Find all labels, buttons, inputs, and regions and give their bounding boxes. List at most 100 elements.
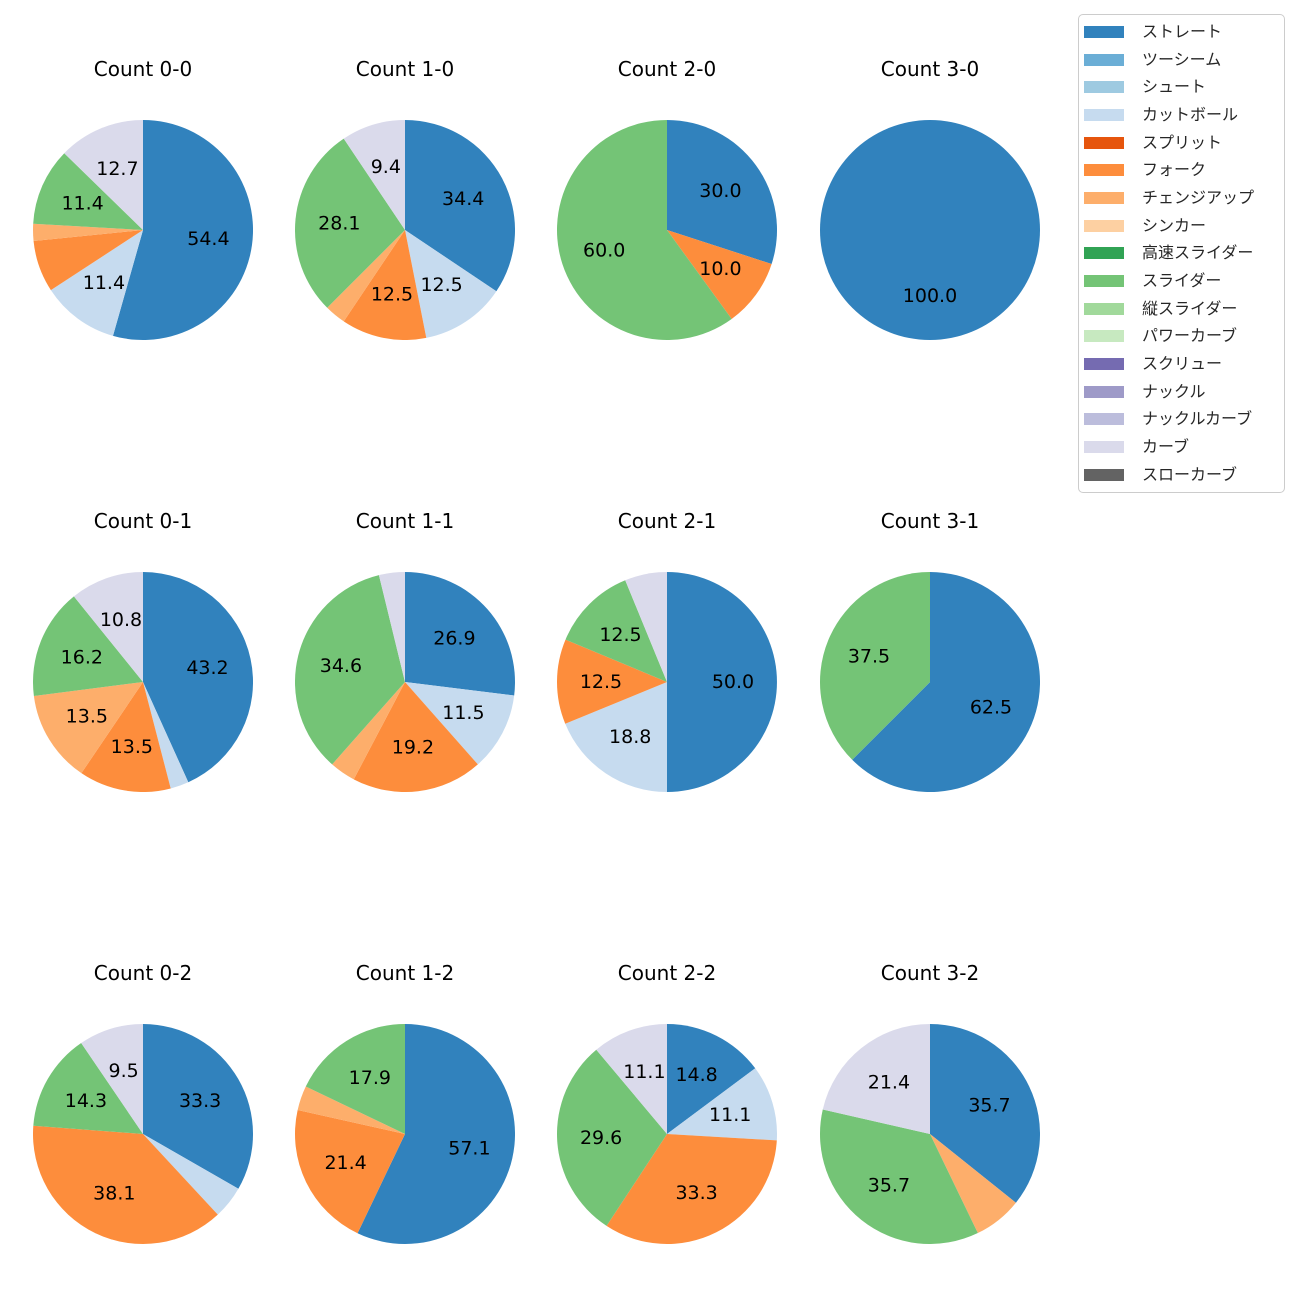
pie-slice-pct-label: 13.5 [66, 706, 108, 728]
pie-slice [852, 572, 1040, 792]
pie-slice-pct-label: 60.0 [583, 239, 625, 261]
pie-slice [667, 572, 777, 792]
legend-item-label: チェンジアップ [1142, 187, 1255, 207]
pie-title: Count 0-2 [93, 961, 193, 985]
pie-subplot: Count 2-2 14.8 11.1 33.3 29.6 11.1 [536, 959, 798, 1300]
pie-slice-pct-label: 14.3 [65, 1090, 107, 1112]
pie-slice [606, 1134, 777, 1244]
legend-item: シンカー [1084, 212, 1278, 240]
pie-slice-pct-label: 33.3 [675, 1182, 717, 1204]
pie-slice-pct-label: 38.1 [93, 1183, 135, 1205]
pie-slice [64, 120, 143, 230]
pie-slice [343, 230, 427, 340]
pie-slice [930, 1134, 1016, 1234]
legend: ストレート ツーシーム シュート カットボール スプリット フォーク チェンジア… [1078, 14, 1285, 493]
pie-slice-pct-label: 12.5 [599, 624, 641, 646]
pie-subplot: Count 2-0 30.0 10.0 60.0 [536, 55, 798, 475]
pie-slice-pct-label: 10.8 [100, 609, 142, 631]
pie-slice [33, 1125, 218, 1244]
legend-item-label: シンカー [1142, 215, 1207, 235]
pie-subplot: Count 3-1 62.5 37.5 [799, 507, 1061, 927]
pie-slice [557, 1049, 667, 1226]
pie-slice [33, 682, 143, 774]
legend-color-swatch [1084, 385, 1124, 398]
pie-slice [405, 572, 515, 696]
legend-item-label: カットボール [1142, 104, 1239, 124]
legend-color-swatch [1084, 219, 1124, 232]
legend-item-label: フォーク [1142, 160, 1207, 180]
pie-slice [81, 682, 171, 792]
pie-slice-pct-label: 34.4 [442, 188, 484, 210]
pie-subplot: Count 3-2 35.7 35.7 21.4 [799, 959, 1061, 1300]
legend-item: ストレート [1084, 18, 1278, 46]
pie-chart: 14.8 11.1 33.3 29.6 11.1 [557, 1024, 777, 1244]
pie-slice [667, 1068, 777, 1141]
pie-title: Count 0-1 [93, 509, 193, 533]
pie-title: Count 1-2 [355, 961, 455, 985]
legend-item: ナックル [1084, 378, 1278, 406]
legend-item: スクリュー [1084, 350, 1278, 378]
legend-color-swatch [1084, 191, 1124, 204]
pie-slice [343, 120, 405, 230]
legend-item-label: 縦スライダー [1142, 298, 1238, 318]
legend-item: 高速スライダー [1084, 240, 1278, 268]
pie-title: Count 1-0 [355, 57, 455, 81]
legend-color-swatch [1084, 108, 1124, 121]
pie-subplot: Count 1-1 26.9 11.5 19.2 34.6 [274, 507, 536, 927]
pie-slice-pct-label: 62.5 [970, 696, 1012, 718]
legend-color-swatch [1084, 136, 1124, 149]
pie-slice-pct-label: 57.1 [448, 1138, 490, 1160]
pie-slice-pct-label: 35.7 [968, 1094, 1010, 1116]
pie-subplot: Count 1-2 57.1 21.4 17.9 [274, 959, 536, 1300]
pie-slice-pct-label: 19.2 [392, 737, 434, 759]
legend-item: チェンジアップ [1084, 184, 1278, 212]
pie-chart: 57.1 21.4 17.9 [295, 1024, 515, 1244]
legend-item-label: ストレート [1142, 21, 1223, 41]
pie-slice-pct-label: 37.5 [848, 646, 890, 668]
legend-color-swatch [1084, 302, 1124, 315]
pie-slice-pct-label: 17.9 [349, 1067, 391, 1089]
pie-chart: 62.5 37.5 [820, 572, 1040, 792]
legend-item: 縦スライダー [1084, 295, 1278, 323]
legend-item-label: スクリュー [1142, 354, 1223, 374]
legend-item-label: ツーシーム [1142, 49, 1222, 69]
pie-subplot: Count 1-0 34.4 12.5 12.5 28.1 9.4 [274, 55, 536, 475]
legend-item-label: スライダー [1142, 271, 1222, 291]
pie-slice-pct-label: 11.4 [83, 272, 125, 294]
legend-color-swatch [1084, 247, 1124, 260]
pie-slice [405, 230, 497, 338]
legend-item-label: 高速スライダー [1142, 243, 1254, 263]
pie-slice [50, 230, 143, 336]
pie-slice [357, 1024, 515, 1244]
pie-slice [33, 1043, 144, 1134]
pie-subplot: Count 0-2 33.3 38.1 14.3 9.5 [12, 959, 274, 1300]
legend-color-swatch [1084, 468, 1124, 481]
pie-slice-pct-label: 9.5 [108, 1060, 138, 1082]
pie-chart: 43.2 13.513.5 16.2 10.8 [33, 572, 253, 792]
pie-slice-pct-label: 21.4 [324, 1152, 366, 1174]
legend-item: ツーシーム [1084, 46, 1278, 74]
legend-color-swatch [1084, 164, 1124, 177]
pie-title: Count 2-2 [617, 961, 717, 985]
pie-slice [353, 682, 478, 792]
pie-slice [667, 1024, 756, 1134]
legend-item: ナックルカーブ [1084, 406, 1278, 434]
pie-slice [295, 138, 405, 308]
pie-slice-pct-label: 13.5 [111, 736, 153, 758]
pie-slice-pct-label: 34.6 [320, 655, 362, 677]
pie-slice-pct-label: 12.7 [96, 158, 138, 180]
pie-chart: 30.0 10.0 60.0 [557, 120, 777, 340]
legend-color-swatch [1084, 275, 1124, 288]
pie-slice [378, 572, 405, 682]
pie-slice [143, 1134, 239, 1215]
pie-slice [295, 575, 405, 765]
pie-slice [81, 1024, 143, 1134]
legend-item-label: スローカーブ [1142, 464, 1238, 484]
pie-subplot: Count 0-1 43.2 13.5 13.5 16.2 10.8 [12, 507, 274, 927]
pie-slice [33, 230, 144, 291]
pie-slice [143, 572, 253, 783]
pie-slice [143, 682, 189, 789]
pie-slice-pct-label: 50.0 [712, 671, 754, 693]
pie-chart: 100.0 [820, 120, 1040, 340]
